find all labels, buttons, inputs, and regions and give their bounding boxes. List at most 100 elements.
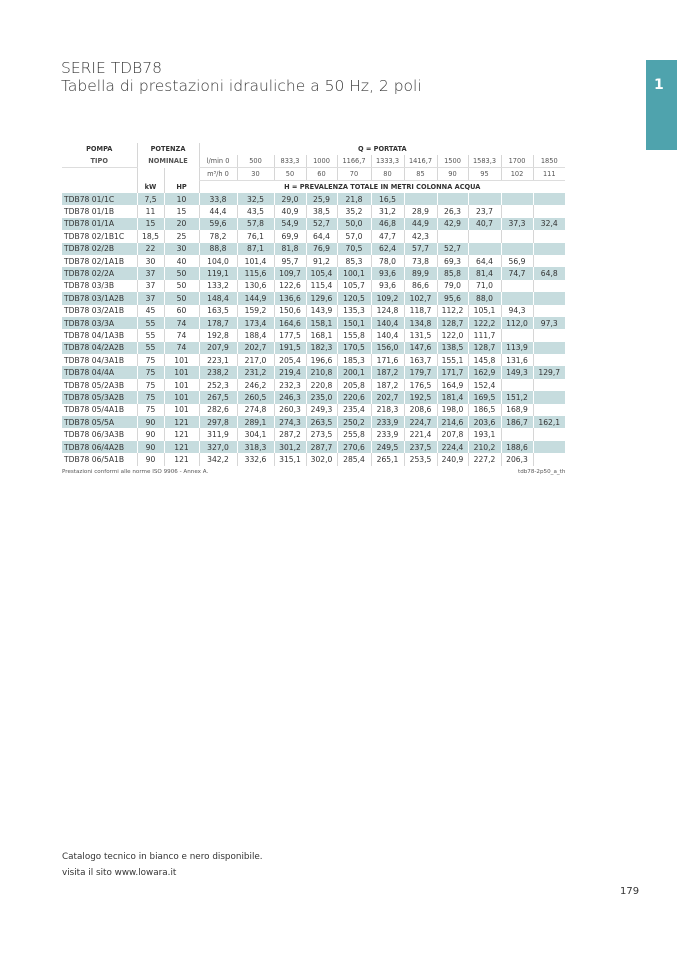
head-value: 220,8 [305,378,337,392]
head-value: 135,3 [336,304,371,317]
head-value [500,428,533,441]
head-value: 95,6 [436,292,468,305]
head-value: 33,8 [198,193,237,206]
head-value: 162,9 [467,366,501,379]
head-value: 59,6 [198,217,237,231]
head-value: 289,1 [236,416,274,429]
head-value: 150,6 [273,304,306,317]
head-value: 38,5 [305,205,337,218]
head-value: 173,4 [236,316,274,330]
power-kw: 90 [136,428,164,441]
header-m3h-value: 90 [436,167,468,181]
table-row: TDB78 04/1A3B 55 74 192,8 188,4 177,5 168,1 155… [62,329,565,342]
standards-note: Prestazioni conformi alle norme ISO 9906… [62,469,209,475]
header-lmin-value: 833,3 [273,155,306,168]
head-value: 44,4 [198,205,237,218]
head-value: 85,8 [436,267,468,280]
table-row: TDB78 04/3A1B 75 101 223,1 217,0 205,4 196,6 18… [62,354,565,367]
performance-table: POMPA POTENZA Q = PORTATA TIPO NOMINALE … [62,143,565,466]
head-value: 202,7 [370,391,404,404]
head-value: 177,5 [273,329,306,342]
head-value: 21,8 [336,193,371,206]
power-hp: 40 [163,254,199,268]
header-lmin-value: 500 [236,155,274,168]
head-value [467,230,501,243]
head-value: 94,3 [500,304,533,317]
head-value: 109,7 [273,267,306,280]
head-value: 246,3 [273,391,306,404]
header-pompa: POMPA [86,145,113,153]
head-value: 218,3 [370,403,404,417]
head-value: 235,4 [336,403,371,417]
head-value [532,230,565,243]
pump-model: TDB78 04/3A1B [64,355,125,365]
head-value: 179,7 [403,366,437,379]
head-value: 302,0 [305,453,337,466]
head-value: 64,8 [532,267,565,280]
power-kw: 75 [136,391,164,404]
head-value: 152,4 [467,378,501,392]
head-value: 249,5 [370,440,404,454]
head-value: 221,4 [403,428,437,441]
table-row: TDB78 01/1C 7,5 10 33,8 32,5 29,0 25,9 21,8 16,5 [62,193,565,206]
head-value: 26,3 [436,205,468,218]
head-value: 134,8 [403,316,437,330]
head-value [500,205,533,218]
head-value: 57,0 [336,230,371,243]
head-value: 156,0 [370,341,404,355]
head-value [403,193,437,206]
head-value: 192,5 [403,391,437,404]
head-value: 115,4 [305,279,337,293]
head-value: 76,1 [236,230,274,243]
head-value: 122,6 [273,279,306,293]
head-value: 318,3 [236,440,274,454]
table-row: TDB78 01/1A 15 20 59,6 57,8 54,9 52,7 50,0 46,8 4… [62,217,565,231]
table-row: TDB78 02/2B 22 30 88,8 87,1 81,8 76,9 70,5 62,4 5… [62,242,565,255]
head-value: 29,0 [273,193,306,206]
head-value: 200,1 [336,366,371,379]
power-hp: 121 [163,453,199,466]
head-value: 191,5 [273,341,306,355]
power-kw: 75 [136,378,164,392]
power-hp: 101 [163,354,199,367]
head-value: 233,9 [370,416,404,429]
header-prevalenza: H = PREVALENZA TOTALE IN METRI COLONNA A… [198,180,565,193]
head-value: 42,3 [403,230,437,243]
head-value: 147,6 [403,341,437,355]
pump-model: TDB78 06/3A3B [64,430,125,440]
head-value [532,292,565,305]
head-value [532,205,565,218]
header-potenza: POTENZA [136,143,199,155]
power-hp: 15 [163,205,199,218]
head-value: 57,7 [403,242,437,255]
header-lmin-label: l/min 0 [198,155,237,168]
head-value: 81,8 [273,242,306,255]
head-value: 97,3 [532,316,565,330]
head-value: 267,5 [198,391,237,404]
head-value: 71,0 [467,279,501,293]
head-value: 217,0 [236,354,274,367]
head-value: 16,5 [370,193,404,206]
head-value: 210,2 [467,440,501,454]
head-value: 89,9 [403,267,437,280]
head-value: 185,3 [336,354,371,367]
header-kw: kW [136,180,164,193]
head-value [500,279,533,293]
power-kw: 37 [136,267,164,280]
header-lmin-value: 1583,3 [467,155,501,168]
head-value: 87,1 [236,242,274,255]
head-value: 109,2 [370,292,404,305]
pump-model: TDB78 03/3B [64,281,115,291]
table-row: TDB78 04/2A2B 55 74 207,9 202,7 191,5 182,3 170… [62,341,565,355]
head-value [532,378,565,392]
head-value: 223,1 [198,354,237,367]
table-row: TDB78 01/1B 11 15 44,4 43,5 40,9 38,5 35,2 31,2 2… [62,205,565,218]
head-value: 224,4 [436,440,468,454]
power-kw: 7,5 [136,193,164,206]
head-value: 151,2 [500,391,533,404]
power-kw: 75 [136,366,164,379]
head-value: 124,8 [370,304,404,317]
head-value: 93,6 [370,267,404,280]
head-value: 273,5 [305,428,337,441]
head-value: 155,1 [436,354,468,367]
